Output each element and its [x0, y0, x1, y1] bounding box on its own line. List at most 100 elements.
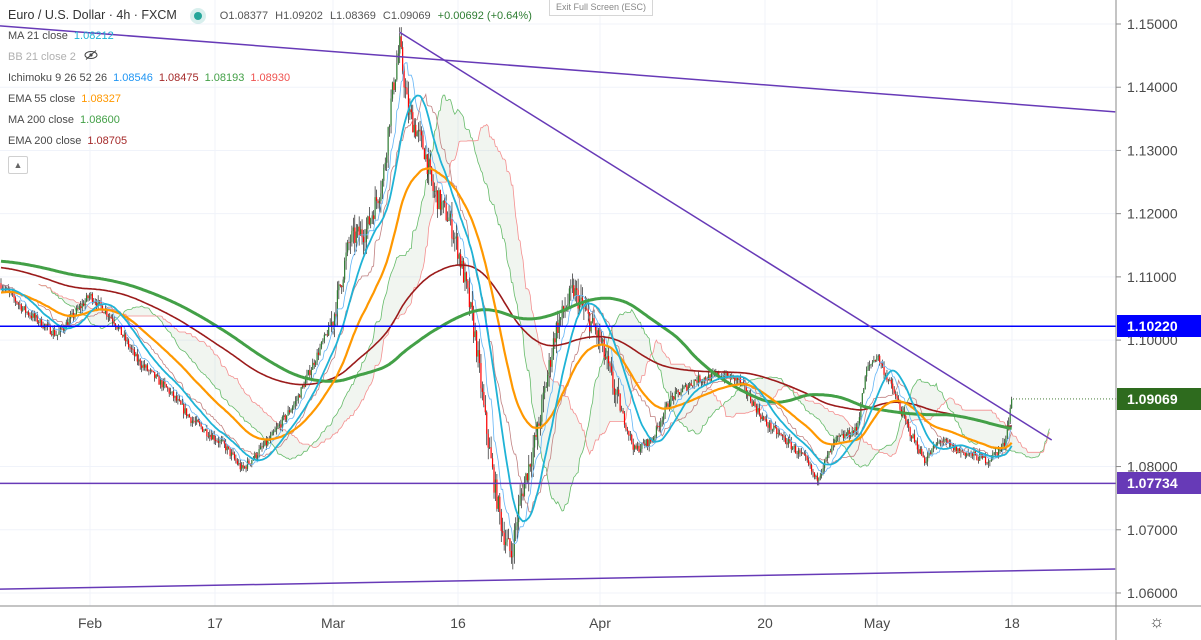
- indicator-value: 1.08705: [87, 135, 128, 147]
- candle: [770, 419, 772, 435]
- candle: [658, 421, 660, 432]
- candle-body: [17, 303, 19, 305]
- candle-body: [665, 403, 668, 407]
- candle: [425, 145, 427, 162]
- candle-body: [534, 435, 536, 448]
- candle-body: [928, 452, 930, 457]
- candle-body: [233, 453, 236, 459]
- candle-body: [387, 127, 389, 156]
- candle-body: [481, 388, 483, 392]
- candle: [784, 434, 787, 445]
- candle: [471, 291, 473, 321]
- indicator-label: MA 200 close: [8, 114, 75, 126]
- candle-body: [415, 124, 417, 137]
- candle-body: [435, 190, 437, 192]
- candle: [766, 414, 768, 427]
- candle-body: [983, 456, 985, 458]
- candle-body: [809, 464, 811, 466]
- candle: [958, 447, 961, 454]
- candle-body: [548, 360, 550, 375]
- candle: [510, 541, 512, 564]
- legend-ema200[interactable]: EMA 200 close 1.08705: [8, 131, 536, 152]
- candle-body: [584, 307, 586, 309]
- candle-body: [265, 440, 267, 446]
- legend-ma200[interactable]: MA 200 close 1.08600: [8, 110, 536, 131]
- candle-body: [339, 284, 341, 286]
- candle: [703, 377, 705, 386]
- candle-body: [245, 466, 247, 469]
- candle: [306, 369, 308, 384]
- candle-body: [815, 475, 817, 477]
- candle: [406, 80, 408, 95]
- candle: [155, 373, 157, 380]
- candle: [815, 474, 817, 480]
- high-value: H1.09202: [275, 10, 323, 22]
- candle-body: [658, 426, 660, 428]
- candle: [407, 81, 410, 124]
- eye-crossed-icon[interactable]: [84, 47, 98, 68]
- candle-body: [238, 463, 240, 465]
- candle: [944, 437, 946, 443]
- candle-body: [766, 419, 768, 425]
- candle-body: [889, 379, 891, 381]
- legend-bb21[interactable]: BB 21 close 2: [8, 47, 536, 68]
- collapse-legend-button[interactable]: ▲: [8, 156, 28, 174]
- legend-ichimoku[interactable]: Ichimoku 9 26 52 26 1.08546 1.08475 1.08193…: [8, 68, 536, 89]
- candle-body: [358, 226, 360, 236]
- candle-body: [422, 135, 424, 150]
- candle-body: [157, 374, 159, 376]
- candle-body: [600, 340, 602, 342]
- candle-body: [206, 429, 208, 437]
- candle: [795, 442, 797, 454]
- candle-body: [503, 532, 505, 545]
- price-axis[interactable]: 1.150001.140001.130001.120001.110001.100…: [1116, 16, 1178, 601]
- settings-gear-icon[interactable]: ☼: [1149, 612, 1165, 631]
- candle: [948, 439, 950, 449]
- candle: [148, 369, 150, 376]
- candle: [423, 147, 425, 160]
- candle: [287, 405, 289, 416]
- candle-body: [51, 334, 53, 336]
- candle-body: [490, 447, 492, 459]
- candle-body: [931, 448, 933, 455]
- candle: [94, 298, 96, 306]
- exit-fullscreen-button[interactable]: Exit Full Screen (ESC): [549, 0, 654, 16]
- candle-body: [36, 314, 38, 323]
- candle: [194, 416, 196, 426]
- candle-body: [412, 112, 414, 133]
- candle-body: [618, 389, 620, 394]
- candle-body: [925, 461, 927, 464]
- legend-ma21[interactable]: MA 21 close 1.08212: [8, 26, 536, 47]
- candle: [947, 437, 949, 444]
- candle: [829, 448, 831, 453]
- candle-body: [883, 365, 885, 375]
- candle-body: [280, 424, 282, 428]
- candle-body: [518, 504, 520, 523]
- candle-body: [235, 458, 237, 461]
- candle-body: [784, 437, 787, 443]
- ma200-line: [0, 259, 1012, 430]
- candle: [515, 517, 517, 542]
- candle-body: [215, 440, 217, 442]
- legend-ema55[interactable]: EMA 55 close 1.08327: [8, 89, 536, 110]
- candle-body: [355, 231, 357, 243]
- time-axis[interactable]: Feb 17 Mar 16 Apr 20 May 18: [78, 615, 1020, 631]
- candle-body: [509, 538, 511, 551]
- candle-body: [755, 405, 758, 413]
- drawings[interactable]: [0, 25, 1116, 590]
- symbol-title[interactable]: Euro / U.S. Dollar · 4h · FXCM: [8, 8, 177, 22]
- candle: [360, 221, 362, 236]
- candle: [818, 477, 820, 486]
- candle: [909, 426, 911, 442]
- candle-body: [905, 415, 907, 421]
- candle: [657, 422, 659, 430]
- candle: [884, 372, 887, 378]
- candle-body: [660, 422, 662, 428]
- candle: [320, 341, 323, 350]
- candle: [70, 310, 72, 325]
- candle: [928, 448, 930, 459]
- candle-body: [797, 450, 800, 455]
- candle: [297, 393, 299, 404]
- candle: [152, 370, 154, 373]
